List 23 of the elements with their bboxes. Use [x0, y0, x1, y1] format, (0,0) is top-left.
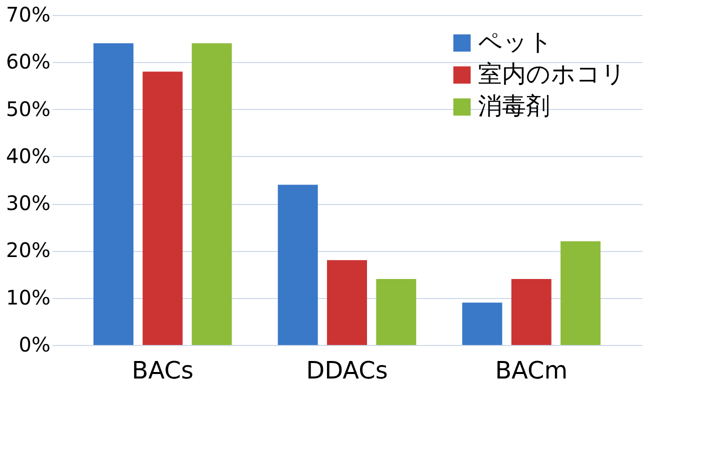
bar: [278, 184, 318, 345]
bar: [511, 279, 552, 345]
x-tick-label: BACs: [132, 356, 194, 384]
y-tick-label: 10%: [6, 285, 50, 310]
y-tick-label: 30%: [6, 191, 50, 216]
y-tick-label: 20%: [6, 238, 50, 262]
legend-label: ペット: [478, 28, 553, 56]
y-tick-label: 70%: [6, 2, 50, 26]
bar: [192, 43, 232, 345]
bar: [560, 241, 601, 345]
y-tick-label: 60%: [6, 50, 50, 74]
y-tick-label: 50%: [6, 96, 50, 121]
bar: [376, 279, 416, 345]
bar: [462, 302, 502, 345]
x-tick-label: DDACs: [306, 356, 388, 384]
x-tick-label: BACm: [495, 356, 568, 384]
bar: [93, 43, 134, 345]
y-tick-label: 0%: [18, 332, 50, 356]
bar: [327, 260, 367, 345]
legend-label: 消毒剤: [478, 92, 550, 120]
legend-label: 室内のホコリ: [478, 60, 626, 88]
bar: [142, 72, 183, 345]
y-tick-label: 40%: [6, 144, 50, 168]
